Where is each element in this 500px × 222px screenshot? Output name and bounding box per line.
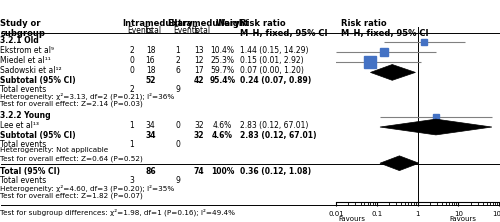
Text: 0: 0 xyxy=(129,66,134,75)
Text: Test for overall effect: Z=1.82 (P=0.07): Test for overall effect: Z=1.82 (P=0.07) xyxy=(0,192,144,199)
Text: Subtotal (95% CI): Subtotal (95% CI) xyxy=(0,76,76,85)
Text: Total: Total xyxy=(192,26,210,35)
Text: 12: 12 xyxy=(194,56,204,65)
Text: Total (95% CI): Total (95% CI) xyxy=(0,167,60,176)
Text: Test for overall effect: Z=2.14 (P=0.03): Test for overall effect: Z=2.14 (P=0.03) xyxy=(0,101,144,107)
Text: 0.07 (0.00, 1.20): 0.07 (0.00, 1.20) xyxy=(240,66,304,75)
Text: Events: Events xyxy=(173,26,199,35)
Text: 0.36 (0.12, 1.08): 0.36 (0.12, 1.08) xyxy=(240,167,311,176)
Text: Test for subgroup differences: χ²=1.98, df=1 (P=0.16); I²=49.4%: Test for subgroup differences: χ²=1.98, … xyxy=(0,209,236,216)
Text: 4.6%: 4.6% xyxy=(212,131,233,140)
Text: Extramedullary: Extramedullary xyxy=(168,19,240,28)
Text: 17: 17 xyxy=(194,66,204,75)
Text: 3.2.2 Young: 3.2.2 Young xyxy=(0,111,51,120)
Polygon shape xyxy=(370,65,416,80)
Text: 86: 86 xyxy=(145,167,156,176)
Text: 0: 0 xyxy=(175,140,180,149)
Text: 13: 13 xyxy=(194,46,204,55)
Text: Test for overall effect: Z=0.64 (P=0.52): Test for overall effect: Z=0.64 (P=0.52) xyxy=(0,155,144,162)
Text: 52: 52 xyxy=(146,76,156,85)
Text: 18: 18 xyxy=(146,66,155,75)
Text: Heterogeneity: χ²=4.60, df=3 (P=0.20); I²=35%: Heterogeneity: χ²=4.60, df=3 (P=0.20); I… xyxy=(0,184,175,192)
Text: 1.44 (0.15, 14.29): 1.44 (0.15, 14.29) xyxy=(240,46,308,55)
Text: 3.2.1 Old: 3.2.1 Old xyxy=(0,36,39,45)
Text: Heterogeneity: χ²=3.13, df=2 (P=0.21); I²=36%: Heterogeneity: χ²=3.13, df=2 (P=0.21); I… xyxy=(0,93,175,100)
Text: 9: 9 xyxy=(175,85,180,94)
Text: Study or
subgroup: Study or subgroup xyxy=(0,19,46,38)
Text: 9: 9 xyxy=(175,176,180,185)
Text: Risk ratio
M–H, fixed, 95% CI: Risk ratio M–H, fixed, 95% CI xyxy=(240,19,328,38)
Text: 100%: 100% xyxy=(211,167,234,176)
Text: Heterogeneity: Not applicable: Heterogeneity: Not applicable xyxy=(0,147,109,153)
Text: 2.83 (0.12, 67.01): 2.83 (0.12, 67.01) xyxy=(240,121,308,130)
Text: 74: 74 xyxy=(194,167,204,176)
Text: 2.83 (0.12, 67.01): 2.83 (0.12, 67.01) xyxy=(240,131,316,140)
Text: 32: 32 xyxy=(194,131,204,140)
Text: Total events: Total events xyxy=(0,85,47,94)
Text: 4.6%: 4.6% xyxy=(213,121,232,130)
Text: 6: 6 xyxy=(175,66,180,75)
Text: Total events: Total events xyxy=(0,140,47,149)
Text: 34: 34 xyxy=(145,131,156,140)
Text: 0: 0 xyxy=(175,121,180,130)
Text: Favours
extramedullary: Favours extramedullary xyxy=(436,216,490,222)
Text: 0: 0 xyxy=(129,56,134,65)
Text: 59.7%: 59.7% xyxy=(210,66,234,75)
Polygon shape xyxy=(380,156,419,170)
Text: 0.15 (0.01, 2.92): 0.15 (0.01, 2.92) xyxy=(240,56,304,65)
Text: 2: 2 xyxy=(129,85,134,94)
Text: 2: 2 xyxy=(175,56,180,65)
Text: Ekstrom et al⁹: Ekstrom et al⁹ xyxy=(0,46,54,55)
Text: Risk ratio
M–H, fixed, 95% CI: Risk ratio M–H, fixed, 95% CI xyxy=(341,19,428,38)
Text: 95.4%: 95.4% xyxy=(210,76,236,85)
Text: 0.24 (0.07, 0.89): 0.24 (0.07, 0.89) xyxy=(240,76,311,85)
Text: 2: 2 xyxy=(129,46,134,55)
Text: 1: 1 xyxy=(129,140,134,149)
Text: 25.3%: 25.3% xyxy=(210,56,234,65)
Text: 42: 42 xyxy=(194,76,204,85)
Text: 18: 18 xyxy=(146,46,155,55)
Text: 1: 1 xyxy=(129,121,134,130)
Text: 32: 32 xyxy=(194,121,204,130)
Text: Subtotal (95% CI): Subtotal (95% CI) xyxy=(0,131,76,140)
Text: Total events: Total events xyxy=(0,176,47,185)
Text: 1: 1 xyxy=(175,46,180,55)
Text: Events: Events xyxy=(127,26,153,35)
Text: Miedel et al¹¹: Miedel et al¹¹ xyxy=(0,56,52,65)
Text: Total: Total xyxy=(144,26,162,35)
Text: 16: 16 xyxy=(146,56,156,65)
Text: Lee et al¹³: Lee et al¹³ xyxy=(0,121,40,130)
Text: Weight: Weight xyxy=(216,19,250,28)
Text: Favours
intramedullary: Favours intramedullary xyxy=(326,216,378,222)
Polygon shape xyxy=(380,119,492,135)
Text: 3: 3 xyxy=(129,176,134,185)
Text: 34: 34 xyxy=(146,121,156,130)
Text: Sadowski et al¹²: Sadowski et al¹² xyxy=(0,66,62,75)
Text: Intramedullary: Intramedullary xyxy=(122,19,193,28)
Text: 10.4%: 10.4% xyxy=(210,46,234,55)
